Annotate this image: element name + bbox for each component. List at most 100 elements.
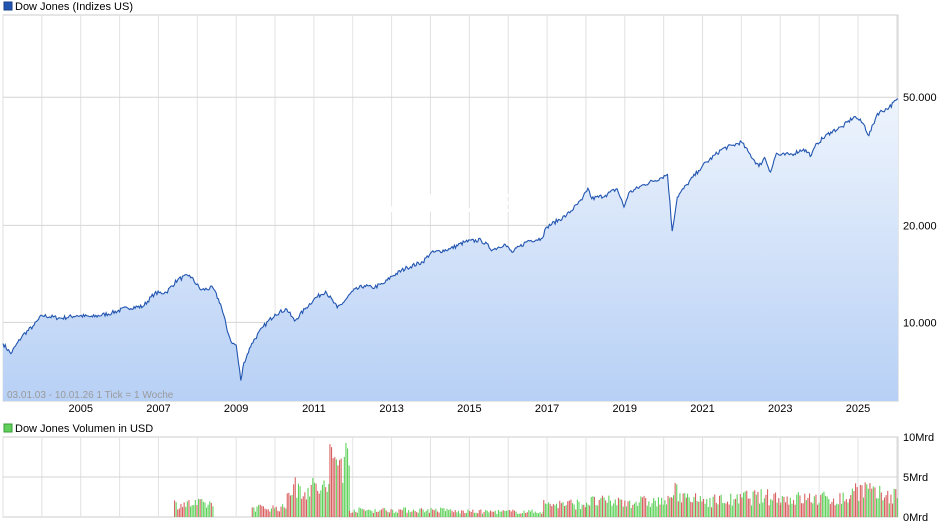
volume-bar xyxy=(759,503,761,517)
watermark: ARIVA.DE xyxy=(388,188,512,218)
volume-bar xyxy=(723,503,725,517)
volume-bar xyxy=(315,483,317,517)
volume-bar xyxy=(762,502,764,517)
volume-bar xyxy=(773,493,775,517)
volume-bar xyxy=(767,489,769,517)
volume-bar xyxy=(401,510,403,517)
volume-bar xyxy=(388,512,390,517)
volume-bar xyxy=(677,501,679,517)
volume-bar xyxy=(350,512,352,517)
volume-bar xyxy=(664,500,666,517)
volume-bar xyxy=(352,512,354,517)
volume-bar xyxy=(681,502,683,517)
x-tick-label: 2021 xyxy=(690,403,714,415)
volume-tick-5mrd: 5Mrd xyxy=(903,472,928,484)
volume-bar xyxy=(175,502,177,517)
volume-bar xyxy=(648,501,650,517)
volume-bar xyxy=(533,513,535,517)
volume-bar xyxy=(274,508,276,517)
volume-bar xyxy=(622,506,624,517)
volume-bar xyxy=(441,508,443,517)
volume-bar xyxy=(794,504,796,517)
volume-bar xyxy=(646,505,648,517)
y-tick-label: 10.000 xyxy=(903,317,937,329)
volume-bar xyxy=(874,487,876,517)
x-tick-label: 2015 xyxy=(457,403,481,415)
volume-bar xyxy=(291,494,293,517)
volume-bar xyxy=(404,507,406,517)
volume-bar xyxy=(645,498,647,517)
volume-bar xyxy=(789,497,791,517)
volume-bar xyxy=(613,503,615,517)
volume-bar xyxy=(369,510,371,517)
volume-bar xyxy=(812,503,814,517)
volume-bar xyxy=(425,511,427,517)
volume-bar xyxy=(578,501,580,517)
volume-bar xyxy=(417,512,419,517)
volume-bar xyxy=(614,499,616,517)
volume-bar xyxy=(687,493,689,517)
volume-bar xyxy=(825,495,827,517)
volume-bar xyxy=(728,504,730,517)
volume-bar xyxy=(834,505,836,517)
volume-bar xyxy=(879,485,881,517)
volume-bar xyxy=(775,492,777,517)
volume-bar xyxy=(194,500,196,517)
volume-bar xyxy=(198,498,200,517)
volume-bar xyxy=(520,513,522,517)
volume-bar xyxy=(302,496,304,517)
volume-bar xyxy=(464,513,466,517)
volume-bar xyxy=(896,498,898,517)
volume-bar xyxy=(202,501,204,517)
volume-bar xyxy=(562,502,564,517)
price-area-fill xyxy=(3,98,898,402)
volume-bar xyxy=(770,499,772,517)
volume-bar xyxy=(836,503,838,517)
volume-bar xyxy=(760,489,762,517)
volume-bar xyxy=(722,503,724,517)
volume-bar xyxy=(706,499,708,517)
x-tick-label: 2011 xyxy=(302,403,326,415)
volume-bar xyxy=(867,488,869,517)
volume-bar xyxy=(603,497,605,517)
volume-bar xyxy=(390,509,392,517)
volume-bar xyxy=(871,488,873,517)
volume-bar xyxy=(829,504,831,517)
volume-bar xyxy=(554,505,556,517)
volume-bar xyxy=(355,511,357,517)
volume-bar xyxy=(821,493,823,517)
volume-bar xyxy=(684,493,686,517)
volume-bar xyxy=(489,510,491,517)
volume-bar xyxy=(633,503,635,517)
volume-bar xyxy=(842,492,844,517)
volume-bar xyxy=(266,509,268,517)
volume-bar xyxy=(584,507,586,517)
volume-bar xyxy=(839,493,841,517)
volume-bar xyxy=(888,503,890,517)
volume-bar xyxy=(259,504,261,517)
volume-bar xyxy=(347,448,349,517)
volume-bar xyxy=(478,510,480,517)
volume-bar xyxy=(491,511,493,517)
volume-bar xyxy=(625,506,627,517)
volume-bar xyxy=(384,508,386,517)
volume-bar xyxy=(282,504,284,517)
volume-bar xyxy=(749,498,751,517)
volume-bar xyxy=(340,458,342,517)
volume-bar xyxy=(361,508,363,517)
volume-bar xyxy=(627,501,629,517)
volume-bar xyxy=(461,510,463,517)
volume-bar xyxy=(323,480,325,517)
volume-bar xyxy=(343,457,345,517)
volume-bar xyxy=(251,507,253,517)
volume-bar xyxy=(509,510,511,517)
volume-bar xyxy=(283,507,285,517)
volume-bar xyxy=(564,506,566,517)
volume-bar xyxy=(521,513,523,517)
volume-bar xyxy=(844,501,846,517)
volume-bar xyxy=(851,488,853,517)
volume-bar xyxy=(856,487,858,517)
volume-bar xyxy=(411,511,413,517)
volume-bar xyxy=(385,510,387,517)
volume-bar xyxy=(691,502,693,517)
